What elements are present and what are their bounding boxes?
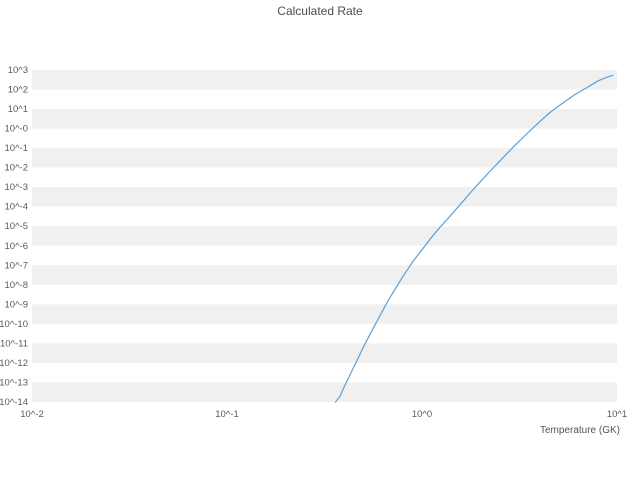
y-tick-label: 10^-0	[5, 124, 28, 135]
chart-title: Calculated Rate	[277, 4, 363, 18]
y-tick-label: 10^-8	[5, 280, 28, 291]
x-tick-label: 10^1	[607, 409, 627, 420]
grid-band	[32, 70, 617, 90]
grid-band	[32, 265, 617, 285]
y-tick-label: 10^-12	[0, 358, 28, 369]
grid-band	[32, 167, 617, 188]
x-tick-label: 10^-2	[20, 409, 43, 420]
grid-band	[32, 362, 617, 383]
y-tick-label: 10^-6	[5, 241, 28, 252]
y-tick-label: 10^-3	[5, 182, 28, 193]
grid-band	[32, 284, 617, 305]
grid-band	[32, 148, 617, 168]
grid-band	[32, 323, 617, 344]
y-tick-label: 10^3	[8, 65, 28, 76]
grid-band	[32, 206, 617, 227]
y-tick-label: 10^-4	[5, 202, 28, 213]
y-tick-label: 10^-13	[0, 378, 28, 389]
grid-band	[32, 187, 617, 207]
y-tick-label: 10^-7	[5, 260, 28, 271]
y-tick-label: 10^-11	[0, 338, 28, 349]
rate-curve	[334, 74, 614, 403]
y-tick-label: 10^-1	[5, 143, 28, 154]
x-tick-label: 10^-1	[215, 409, 238, 420]
grid-band	[32, 245, 617, 266]
y-tick-label: 10^2	[8, 85, 28, 96]
y-tick-label: 10^1	[8, 104, 28, 115]
grid-band	[32, 304, 617, 324]
y-tick-label: 10^-9	[5, 299, 28, 310]
grid-band	[32, 89, 617, 110]
grid-band	[32, 226, 617, 246]
grid-band	[32, 382, 617, 402]
x-axis-label: Temperature (GK)	[539, 425, 620, 436]
y-tick-label: 10^-14	[0, 397, 28, 408]
y-tick-label: 10^-5	[5, 221, 28, 232]
grid-band	[32, 343, 617, 363]
y-tick-label: 10^-2	[5, 163, 28, 174]
y-tick-label: 10^-10	[0, 319, 28, 330]
grid-band	[32, 128, 617, 149]
grid-band	[32, 109, 617, 129]
x-tick-label: 10^0	[412, 409, 432, 420]
